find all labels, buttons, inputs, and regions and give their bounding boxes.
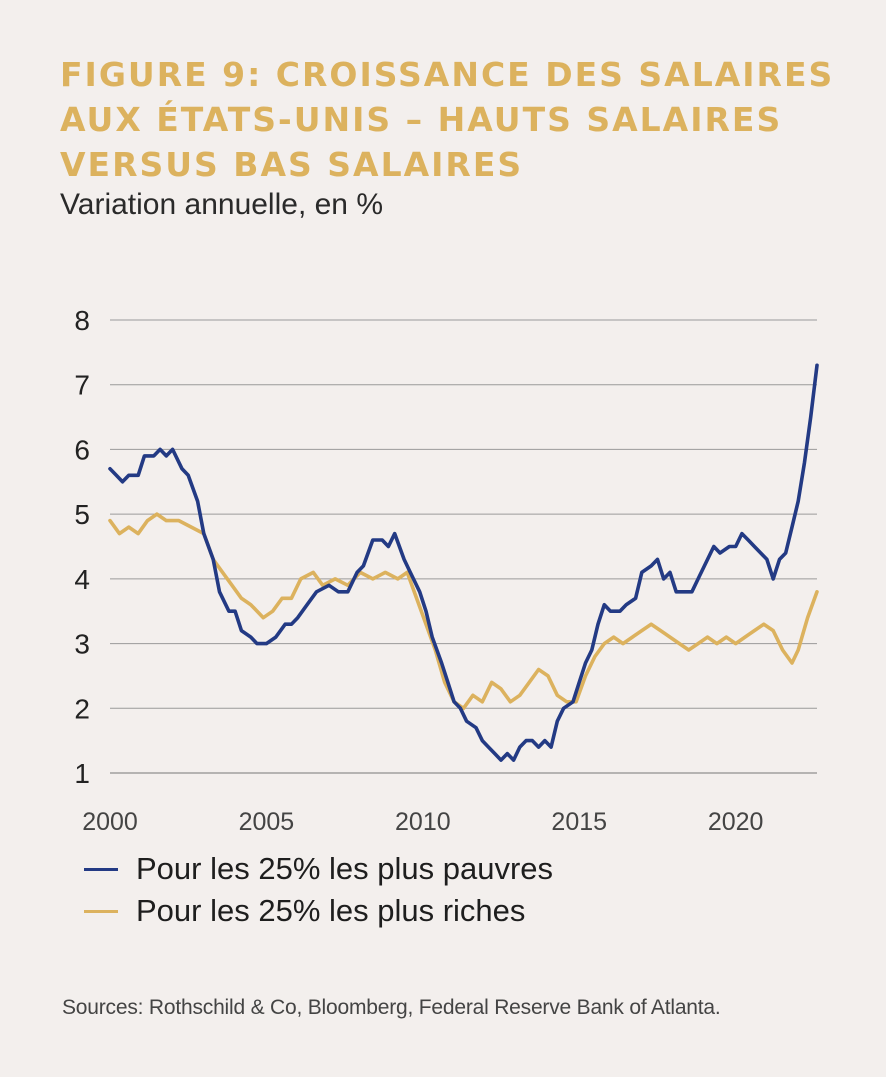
gridlines — [110, 319, 817, 774]
y-tick-label-6: 6 — [74, 434, 90, 465]
title-line-3: VERSUS BAS SALAIRES — [60, 145, 524, 184]
chart-title: FIGURE 9: CROISSANCE DES SALAIRES AUX ÉT… — [60, 52, 860, 187]
y-tick-label-7: 7 — [74, 370, 90, 401]
legend: Pour les 25% les plus pauvres Pour les 2… — [84, 848, 553, 932]
legend-swatch-richest — [84, 909, 118, 913]
title-line-2: AUX ÉTATS-UNIS – HAUTS SALAIRES — [60, 100, 783, 139]
series-line-poorest — [108, 363, 819, 762]
legend-item-poorest: Pour les 25% les plus pauvres — [84, 848, 553, 890]
series-line-richest — [108, 512, 819, 711]
x-tick-label-2000: 2000 — [82, 808, 138, 836]
series-lines — [108, 363, 819, 762]
y-tick-label-8: 8 — [74, 305, 90, 336]
legend-label-richest: Pour les 25% les plus riches — [136, 893, 526, 928]
y-axis-ticks: 1 2 3 4 5 6 7 8 — [74, 305, 90, 789]
y-tick-label-5: 5 — [74, 499, 90, 530]
x-tick-label-2005: 2005 — [239, 808, 295, 836]
y-tick-label-2: 2 — [74, 693, 90, 724]
y-tick-label-4: 4 — [74, 564, 90, 595]
x-tick-label-2020: 2020 — [708, 808, 764, 836]
legend-label-poorest: Pour les 25% les plus pauvres — [136, 851, 554, 886]
x-tick-label-2010: 2010 — [395, 808, 451, 836]
x-axis-ticks: 2000 2005 2010 2015 2020 — [82, 808, 763, 836]
chart-subtitle: Variation annuelle, en % — [60, 188, 383, 221]
source-note: Sources: Rothschild & Co, Bloomberg, Fed… — [62, 996, 721, 1019]
y-tick-label-1: 1 — [74, 758, 90, 789]
legend-item-richest: Pour les 25% les plus riches — [84, 890, 553, 932]
y-tick-label-3: 3 — [74, 629, 90, 660]
x-tick-label-2015: 2015 — [551, 808, 607, 836]
legend-swatch-poorest — [84, 867, 118, 871]
title-line-1: FIGURE 9: CROISSANCE DES SALAIRES — [60, 55, 835, 94]
